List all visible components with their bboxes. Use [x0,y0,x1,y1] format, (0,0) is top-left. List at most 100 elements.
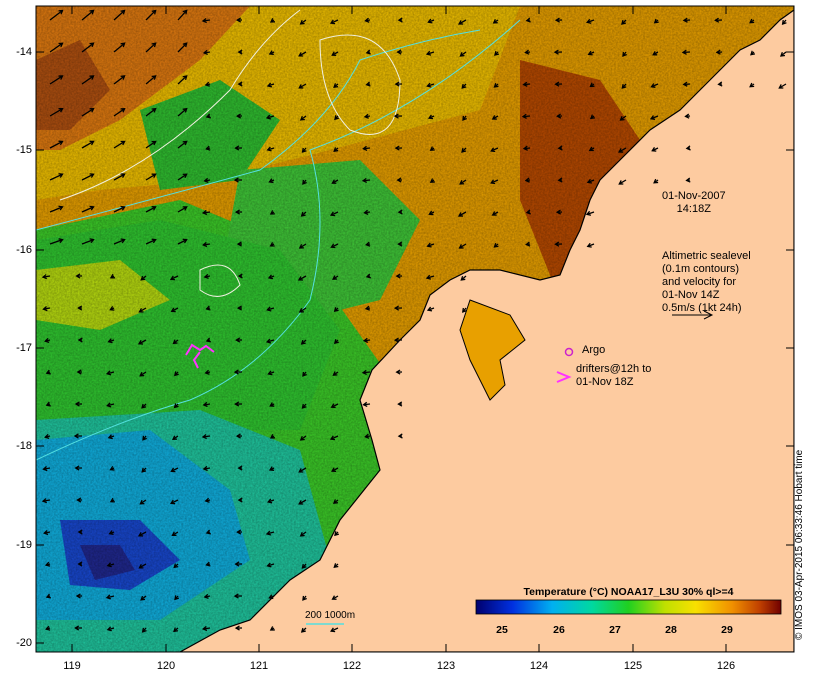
velocity-arrowhead [203,273,209,279]
credit-text: © IMOS 03-Apr-2015 06:33:46 Hobart time [794,449,805,640]
velocity-arrowhead [202,625,208,632]
velocity-arrowhead [649,115,656,121]
velocity-arrowhead [235,113,242,119]
velocity-arrow [145,9,157,21]
velocity-arrowhead [393,113,399,119]
x-tick-label: 124 [529,660,549,672]
velocity-arrowhead [302,371,307,377]
velocity-arrowhead [151,238,157,244]
velocity-arrowhead [301,563,307,569]
velocity-arrowhead [169,275,176,281]
velocity-arrowhead [235,433,241,439]
velocity-arrowhead [302,595,307,601]
velocity-arrowhead [493,82,499,88]
velocity-arrowhead [393,305,400,311]
velocity-arrowhead [58,238,64,244]
velocity-arrowhead [182,238,188,244]
velocity-arrowhead [458,20,464,25]
velocity-arrow [145,108,157,117]
velocity-arrowhead [41,498,48,504]
velocity-arrowhead [588,146,594,152]
velocity-arrowhead [298,500,304,505]
velocity-arrowhead [142,435,147,441]
velocity-arrow [139,563,147,569]
velocity-arrowhead [619,116,625,121]
velocity-arrowhead [237,49,243,55]
velocity-arrowhead [269,18,275,23]
velocity-arrowhead [202,465,208,472]
velocity-arrowhead [44,433,50,439]
velocity-arrowhead [204,81,210,87]
velocity-arrowhead [589,114,596,120]
velocity-arrowhead [461,83,467,89]
velocity-arrowhead [45,593,52,599]
velocity-arrow [113,108,125,117]
velocity-arrowhead [120,205,126,211]
velocity-arrowhead [268,466,275,471]
velocity-arrow [138,339,147,345]
velocity-arrowhead [171,531,177,536]
velocity-arrowhead [174,595,180,601]
velocity-arrow [330,19,339,24]
velocity-arrowhead [394,145,400,151]
velocity-arrowhead [89,9,95,15]
velocity-arrowhead [297,276,304,281]
velocity-arrowhead [365,81,371,87]
velocity-arrowhead [299,115,305,121]
velocity-arrowhead [365,49,371,55]
velocity-arrow [113,239,125,245]
velocity-arrowhead [333,83,339,88]
velocity-arrowhead [265,114,272,120]
velocity-arrow [81,9,94,21]
velocity-arrow [49,9,63,21]
velocity-arrowhead [265,530,272,536]
velocity-arrowhead [363,113,369,119]
colorbar-tick-label: 29 [721,624,733,636]
velocity-arrowhead [151,107,157,113]
x-tick-label: 121 [249,660,269,672]
velocity-arrow [113,140,125,149]
velocity-arrowhead [301,147,307,153]
velocity-arrow [177,108,188,117]
velocity-arrowhead [138,563,144,569]
velocity-arrowhead [493,242,499,248]
velocity-arrowhead [652,50,658,56]
velocity-arrowhead [556,113,562,119]
argo-label: Argo [582,344,606,356]
velocity-arrowhead [362,145,368,152]
velocity-arrowhead [237,465,243,471]
velocity-arrowhead [106,626,112,632]
velocity-arrowhead [77,561,83,567]
velocity-arrowhead [395,369,401,375]
velocity-arrowhead [332,371,338,376]
velocity-arrowhead [269,626,275,631]
velocity-arrowhead [182,75,188,80]
velocity-arrowhead [557,177,563,183]
x-tick-label: 126 [716,660,736,672]
velocity-arrowhead [300,339,306,345]
velocity-arrowhead [333,563,339,568]
velocity-arrow [177,239,187,245]
y-tick-label: -17 [16,342,32,354]
velocity-arrow [113,42,125,53]
velocity-arrowhead [266,82,273,88]
velocity-arrowhead [233,369,239,375]
velocity-arrowhead [429,146,435,151]
velocity-arrow [458,211,467,217]
velocity-arrowhead [105,594,112,600]
velocity-arrowhead [233,177,239,183]
velocity-arrowhead [269,242,275,247]
velocity-arrowhead [462,307,467,313]
argo-marker-icon [564,347,574,357]
velocity-arrowhead [458,244,464,249]
velocity-arrowhead [171,435,178,441]
velocity-arrowhead [205,305,211,311]
velocity-arrow [177,206,187,213]
y-tick-label: -20 [16,637,32,649]
velocity-arrow [81,206,94,213]
velocity-arrowhead [333,339,339,345]
velocity-arrowhead [525,209,531,215]
velocity-arrowhead [331,595,337,600]
velocity-arrowhead [204,369,210,375]
x-tick-label: 123 [436,660,456,672]
